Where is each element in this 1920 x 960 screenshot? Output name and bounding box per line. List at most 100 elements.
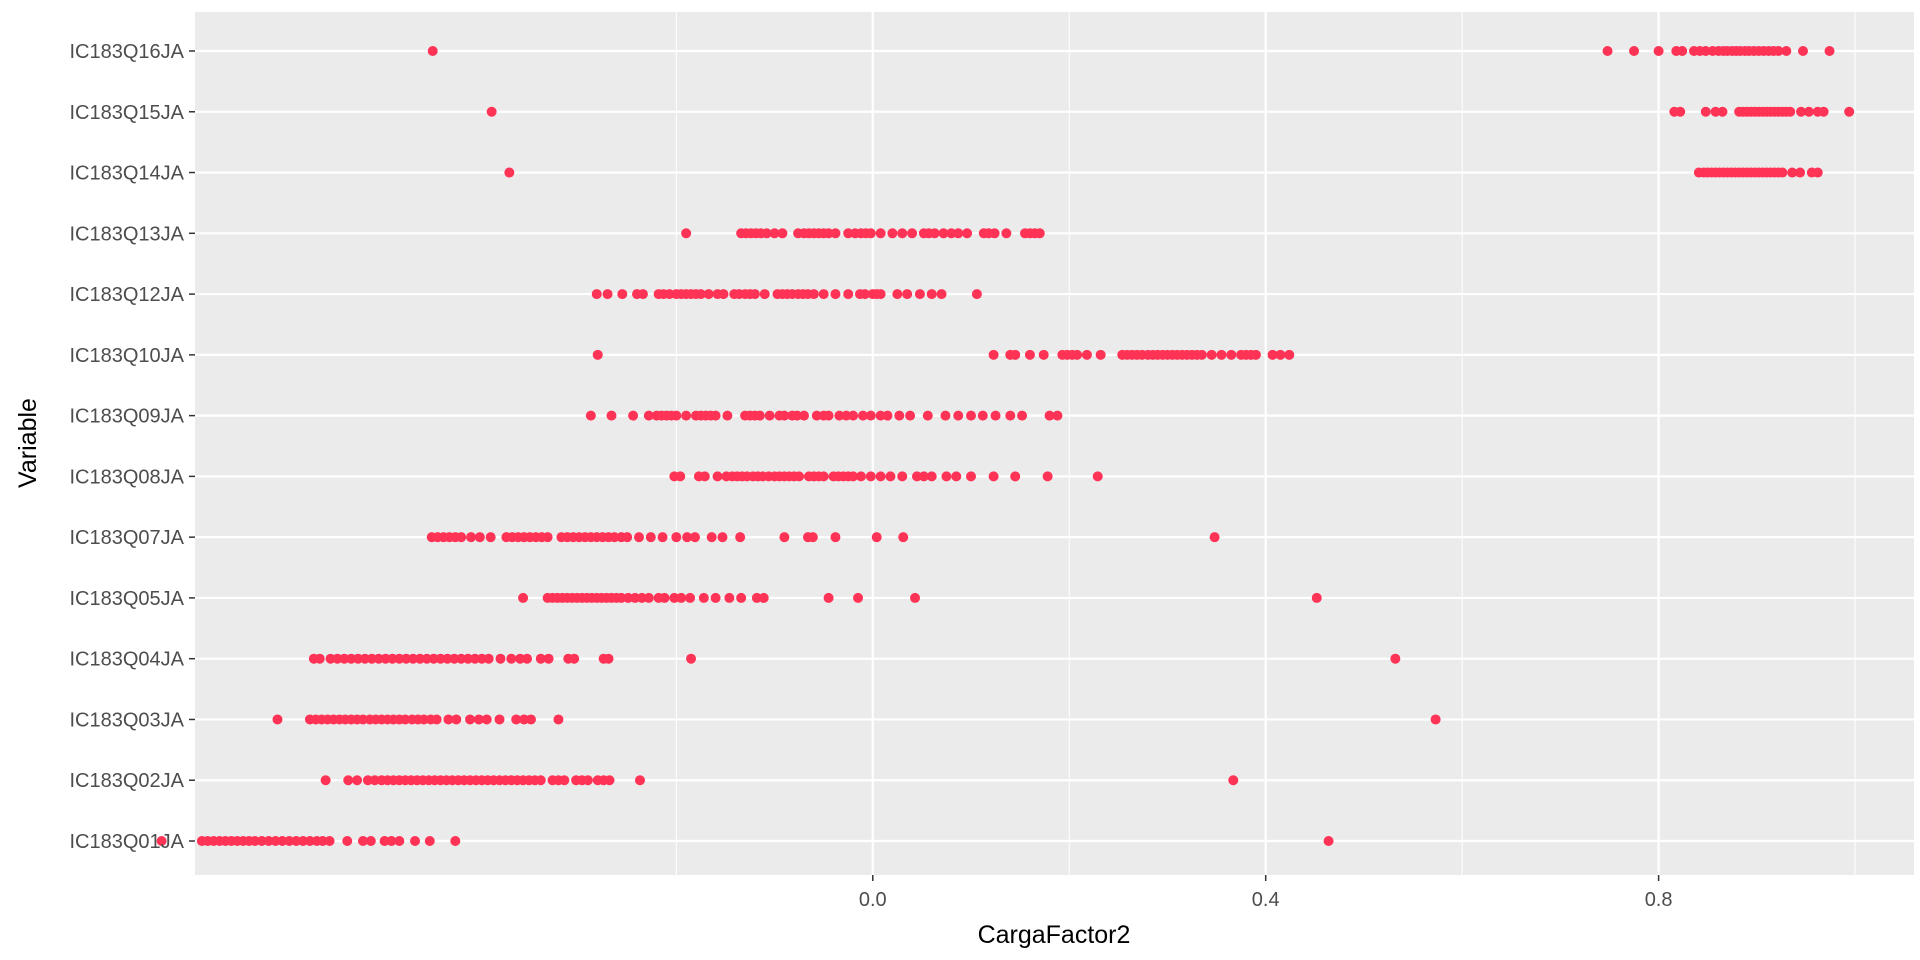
data-point: [685, 592, 696, 603]
data-point: [1796, 106, 1807, 117]
data-point: [907, 228, 918, 239]
data-point: [270, 836, 281, 846]
data-point: [865, 228, 876, 239]
data-point: [1206, 349, 1217, 360]
data-point: [669, 592, 680, 603]
y-tick-label: IC183Q03JA: [69, 709, 184, 731]
data-point: [953, 410, 964, 421]
data-point: [506, 653, 517, 664]
data-point: [346, 653, 357, 664]
data-point: [1017, 410, 1028, 421]
data-point: [946, 228, 957, 239]
data-point: [637, 289, 648, 300]
y-axis: IC183Q01JA IC183Q02JA IC183Q03JA IC183Q04JA…: [69, 41, 195, 853]
data-point: [387, 653, 398, 664]
data-point: [591, 289, 602, 300]
data-point: [463, 653, 474, 664]
data-point: [606, 410, 617, 421]
y-tick-label: IC183Q05JA: [69, 588, 184, 610]
data-point: [971, 289, 982, 300]
data-point: [559, 775, 570, 786]
data-point: [352, 775, 363, 786]
data-point: [843, 228, 854, 239]
data-point: [710, 410, 721, 421]
data-point: [966, 410, 977, 421]
data-point: [830, 289, 841, 300]
data-point: [380, 653, 391, 664]
data-point: [808, 289, 819, 300]
data-point: [400, 714, 411, 725]
data-point: [914, 289, 925, 300]
data-point: [476, 653, 487, 664]
data-point: [1042, 471, 1053, 482]
data-point: [664, 289, 675, 300]
data-point: [617, 289, 628, 300]
data-point: [1803, 106, 1814, 117]
data-point: [394, 653, 405, 664]
data-point: [485, 532, 496, 543]
data-point: [630, 592, 641, 603]
data-point: [421, 653, 432, 664]
data-point: [859, 289, 870, 300]
data-point: [609, 532, 620, 543]
data-point: [885, 471, 896, 482]
data-point: [408, 653, 419, 664]
data-point: [469, 653, 480, 664]
data-point: [926, 471, 937, 482]
data-point: [830, 228, 841, 239]
data-point: [675, 471, 686, 482]
data-point: [722, 410, 733, 421]
data-point: [256, 836, 267, 846]
data-point: [1844, 106, 1855, 117]
data-point: [1773, 46, 1784, 56]
y-tick-label: IC183Q09JA: [69, 406, 184, 428]
data-point: [897, 471, 908, 482]
data-point: [1226, 349, 1237, 360]
data-point: [410, 836, 421, 846]
data-point: [1196, 349, 1207, 360]
data-point: [769, 228, 780, 239]
data-point: [922, 410, 933, 421]
data-point: [1250, 349, 1261, 360]
data-point: [953, 228, 964, 239]
data-point: [799, 410, 810, 421]
data-point: [525, 714, 536, 725]
data-point: [682, 532, 693, 543]
data-point: [892, 289, 903, 300]
data-point: [1034, 228, 1045, 239]
data-point: [634, 775, 645, 786]
data-point: [636, 592, 647, 603]
data-point: [843, 289, 854, 300]
data-point: [857, 410, 868, 421]
data-point: [569, 653, 580, 664]
data-point: [676, 592, 687, 603]
data-point: [1785, 106, 1796, 117]
data-point: [394, 836, 405, 846]
y-axis-title: Variable: [14, 398, 42, 488]
data-point: [451, 714, 462, 725]
data-point: [794, 471, 805, 482]
data-point: [1209, 532, 1220, 543]
data-point: [325, 653, 336, 664]
data-point: [681, 410, 692, 421]
data-point: [659, 592, 670, 603]
data-point: [473, 714, 484, 725]
data-point: [466, 532, 477, 543]
data-point: [1781, 46, 1792, 56]
data-point: [834, 410, 845, 421]
data-point: [811, 410, 822, 421]
data-point: [1700, 46, 1711, 56]
data-point: [1323, 836, 1334, 846]
data-point: [1024, 349, 1035, 360]
y-tick-label: IC183Q13JA: [69, 223, 184, 245]
data-point: [736, 592, 747, 603]
data-point: [1092, 471, 1103, 482]
data-point: [442, 653, 453, 664]
data-point: [686, 653, 697, 664]
data-point: [317, 836, 328, 846]
data-point: [875, 289, 886, 300]
data-point: [602, 289, 613, 300]
data-point: [657, 532, 668, 543]
data-point: [882, 410, 893, 421]
data-point: [902, 289, 913, 300]
